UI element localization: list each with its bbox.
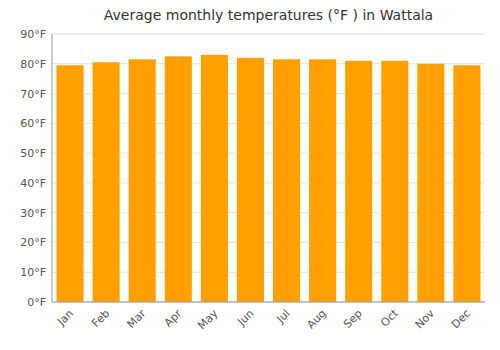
y-tick-label: 50°F bbox=[20, 147, 46, 160]
y-tick-label: 10°F bbox=[20, 266, 46, 279]
x-tick-label: Jul bbox=[273, 307, 292, 326]
y-tick-label: 0°F bbox=[27, 296, 46, 309]
bar bbox=[309, 59, 336, 302]
y-tick-label: 60°F bbox=[20, 117, 46, 130]
x-tick-label: Feb bbox=[89, 307, 112, 330]
x-tick-label: Aug bbox=[304, 307, 328, 331]
x-tick-label: Sep bbox=[341, 307, 365, 331]
y-tick-label: 30°F bbox=[20, 207, 46, 220]
x-axis-line bbox=[52, 302, 485, 303]
x-tick-label: Jun bbox=[235, 307, 257, 329]
y-tick-label: 20°F bbox=[20, 236, 46, 249]
bar bbox=[165, 56, 192, 302]
bar bbox=[345, 61, 372, 302]
x-tick-label: Jan bbox=[54, 307, 76, 329]
x-tick-label: Mar bbox=[124, 307, 148, 331]
bar bbox=[417, 64, 444, 302]
bar bbox=[381, 61, 408, 302]
chart-container: Average monthly temperatures (°F ) in Wa… bbox=[0, 0, 500, 350]
x-tick-label: May bbox=[195, 307, 221, 333]
x-tick-label: Oct bbox=[378, 306, 401, 329]
bar bbox=[453, 65, 480, 302]
bar bbox=[93, 62, 120, 302]
bar bbox=[201, 55, 228, 302]
bars bbox=[57, 55, 481, 302]
y-tick-label: 70°F bbox=[20, 88, 46, 101]
x-tick-label: Apr bbox=[162, 307, 185, 330]
x-tick-label: Nov bbox=[413, 307, 438, 332]
bar bbox=[57, 65, 84, 302]
bar bbox=[129, 59, 156, 302]
y-tick-label: 40°F bbox=[20, 177, 46, 190]
y-tick-label: 90°F bbox=[20, 28, 46, 41]
bar bbox=[237, 58, 264, 302]
x-tick-label: Dec bbox=[449, 307, 473, 331]
title: Average monthly temperatures (°F ) in Wa… bbox=[104, 7, 433, 23]
chart: Average monthly temperatures (°F ) in Wa… bbox=[0, 0, 500, 350]
grid-line bbox=[52, 34, 485, 35]
y-tick-label: 80°F bbox=[20, 58, 46, 71]
grid-line bbox=[52, 302, 485, 303]
bar bbox=[273, 59, 300, 302]
y-axis-line bbox=[52, 34, 53, 302]
